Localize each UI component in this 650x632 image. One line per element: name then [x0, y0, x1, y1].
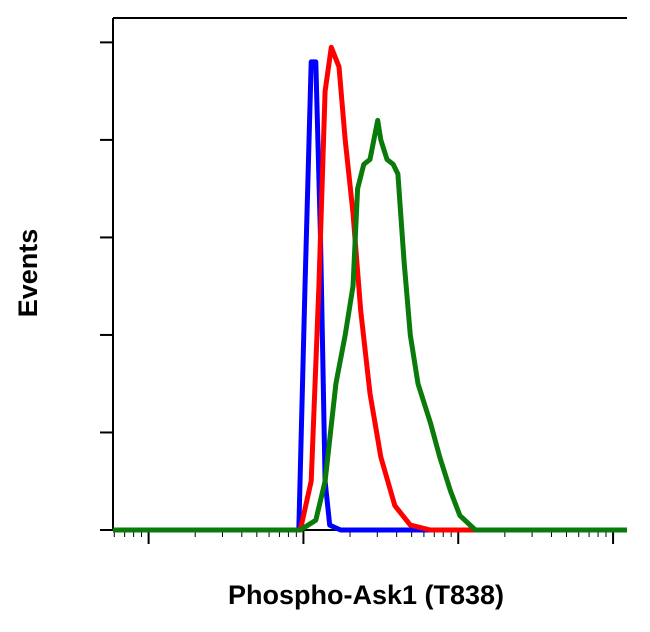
- histogram-line: [113, 59, 627, 533]
- histogram-line: [113, 44, 627, 533]
- histogram-line: [113, 117, 627, 533]
- y-axis-label: Events: [13, 229, 43, 318]
- x-axis-label: Phospho-Ask1 (T838): [228, 580, 504, 610]
